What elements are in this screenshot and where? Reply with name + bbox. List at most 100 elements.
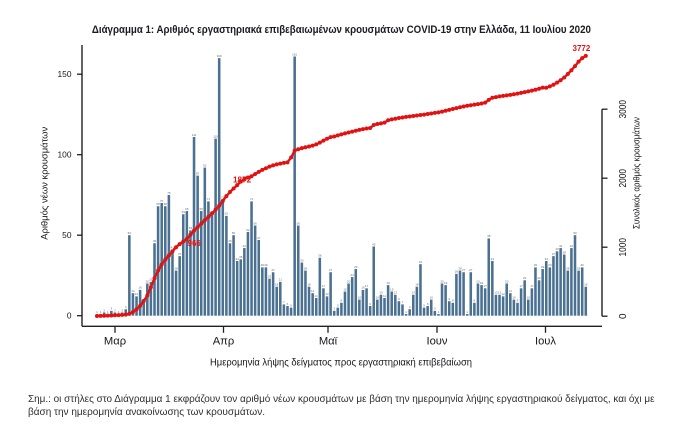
- svg-text:9: 9: [448, 297, 450, 301]
- svg-text:24: 24: [350, 273, 354, 277]
- svg-text:Απρ: Απρ: [213, 336, 235, 348]
- svg-text:53: 53: [189, 226, 193, 230]
- svg-text:19: 19: [444, 281, 448, 285]
- svg-text:13: 13: [394, 291, 398, 295]
- svg-text:36: 36: [318, 254, 322, 258]
- svg-text:27: 27: [271, 268, 275, 272]
- svg-text:22: 22: [537, 276, 541, 280]
- svg-text:18: 18: [415, 283, 419, 287]
- svg-text:26: 26: [455, 270, 459, 274]
- svg-text:Ιουλ: Ιουλ: [535, 336, 556, 348]
- svg-text:1: 1: [466, 310, 468, 314]
- svg-text:13: 13: [494, 291, 498, 295]
- svg-text:10: 10: [527, 295, 531, 299]
- svg-text:65: 65: [200, 207, 204, 211]
- svg-text:12: 12: [135, 292, 139, 296]
- svg-text:966: 966: [188, 239, 202, 248]
- svg-text:34: 34: [491, 257, 495, 261]
- svg-text:βάση την ημερομηνία ανακοίνωση: βάση την ημερομηνία ανακοίνωσης των κρου…: [28, 406, 265, 418]
- svg-text:29: 29: [541, 265, 545, 269]
- svg-text:11: 11: [315, 294, 318, 298]
- svg-text:28: 28: [566, 266, 570, 270]
- svg-text:Συνολικός αριθμός κρουσμάτων: Συνολικός αριθμός κρουσμάτων: [632, 117, 643, 229]
- svg-text:50: 50: [232, 231, 236, 235]
- svg-text:92: 92: [203, 163, 207, 167]
- svg-text:42: 42: [243, 244, 247, 248]
- svg-text:161: 161: [292, 52, 297, 56]
- svg-text:8: 8: [517, 299, 519, 303]
- svg-text:62: 62: [225, 212, 229, 216]
- svg-text:14: 14: [509, 289, 513, 293]
- svg-text:17: 17: [519, 284, 523, 288]
- svg-text:28: 28: [458, 266, 462, 270]
- svg-text:1: 1: [405, 310, 407, 314]
- svg-text:38: 38: [563, 250, 567, 254]
- svg-text:7: 7: [283, 300, 285, 304]
- svg-text:30: 30: [264, 263, 268, 267]
- svg-text:37: 37: [178, 252, 182, 256]
- svg-text:Αριθμός νέων κρουσμάτων: Αριθμός νέων κρουσμάτων: [38, 126, 49, 239]
- svg-text:45: 45: [228, 239, 232, 243]
- svg-text:12: 12: [325, 292, 329, 296]
- svg-text:4: 4: [409, 305, 411, 309]
- svg-text:10: 10: [430, 295, 434, 299]
- svg-text:50: 50: [128, 231, 132, 235]
- svg-text:50: 50: [62, 230, 72, 240]
- svg-text:4: 4: [125, 305, 127, 309]
- svg-text:68: 68: [156, 202, 160, 206]
- svg-text:50: 50: [573, 231, 577, 235]
- svg-text:10: 10: [358, 295, 362, 299]
- svg-text:14: 14: [311, 289, 315, 293]
- svg-text:2: 2: [121, 308, 123, 312]
- svg-text:30: 30: [261, 263, 265, 267]
- svg-text:3: 3: [111, 307, 113, 311]
- svg-text:8: 8: [452, 299, 454, 303]
- svg-text:1: 1: [100, 310, 102, 314]
- svg-text:16: 16: [361, 286, 365, 290]
- svg-text:0: 0: [618, 313, 629, 319]
- svg-text:3772: 3772: [573, 44, 591, 53]
- svg-text:12: 12: [501, 292, 505, 296]
- svg-text:5: 5: [423, 303, 425, 307]
- svg-text:1: 1: [438, 310, 440, 314]
- svg-text:11: 11: [383, 294, 386, 298]
- svg-text:28: 28: [174, 266, 178, 270]
- svg-text:34: 34: [235, 257, 239, 261]
- svg-text:27: 27: [469, 268, 473, 272]
- svg-text:71: 71: [250, 197, 254, 201]
- svg-text:28: 28: [304, 266, 308, 270]
- svg-text:13: 13: [498, 291, 502, 295]
- svg-text:20: 20: [146, 279, 150, 283]
- svg-text:19: 19: [386, 281, 390, 285]
- svg-text:6: 6: [427, 302, 429, 306]
- svg-text:30: 30: [548, 263, 552, 267]
- svg-text:21: 21: [149, 278, 153, 282]
- svg-text:13: 13: [412, 291, 416, 295]
- svg-text:0: 0: [67, 311, 72, 321]
- svg-text:20: 20: [476, 279, 480, 283]
- svg-text:17: 17: [530, 284, 534, 288]
- svg-text:10: 10: [512, 295, 516, 299]
- svg-text:63: 63: [182, 210, 186, 214]
- svg-text:23: 23: [268, 274, 272, 278]
- svg-text:52: 52: [246, 228, 250, 232]
- svg-text:21: 21: [279, 278, 283, 282]
- svg-text:150: 150: [58, 69, 72, 79]
- svg-text:15: 15: [343, 287, 347, 291]
- svg-text:100: 100: [58, 150, 72, 160]
- svg-text:37: 37: [552, 252, 556, 256]
- svg-text:5: 5: [337, 303, 339, 307]
- svg-text:34: 34: [545, 257, 549, 261]
- svg-text:65: 65: [185, 207, 189, 211]
- svg-text:13: 13: [379, 291, 383, 295]
- svg-text:14: 14: [131, 289, 135, 293]
- svg-text:1: 1: [107, 310, 109, 314]
- svg-text:27: 27: [329, 268, 333, 272]
- svg-text:43: 43: [372, 242, 376, 246]
- svg-text:2: 2: [103, 308, 105, 312]
- svg-text:10: 10: [376, 295, 380, 299]
- svg-text:1: 1: [96, 310, 98, 314]
- svg-text:20: 20: [505, 279, 509, 283]
- svg-text:20: 20: [347, 279, 351, 283]
- svg-text:8: 8: [341, 299, 343, 303]
